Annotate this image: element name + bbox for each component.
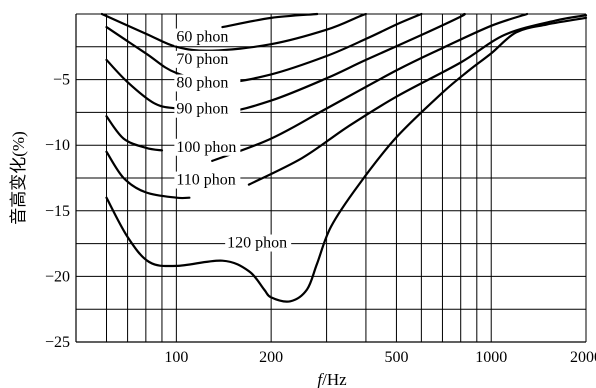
x-tick-label: 200 bbox=[259, 349, 283, 366]
curve-label-bg bbox=[174, 100, 241, 118]
y-tick-label: −25 bbox=[45, 334, 70, 351]
curve-label-120-phon: 120 phon bbox=[227, 235, 287, 252]
curve-100-phon bbox=[105, 115, 164, 152]
curve-110-phon-tail bbox=[247, 14, 588, 186]
y-tick-label: −10 bbox=[45, 137, 70, 154]
curve-100-phon-tail bbox=[211, 12, 529, 162]
curve-label-bg bbox=[174, 74, 241, 92]
curve-label-bg bbox=[174, 171, 241, 189]
y-tick-label: −20 bbox=[45, 268, 70, 285]
curve-label-bg bbox=[174, 138, 241, 156]
curve-label-60-phon: 60 phon bbox=[176, 29, 228, 46]
curve-label-110-phon: 110 phon bbox=[176, 172, 235, 189]
y-tick-label: −5 bbox=[53, 72, 70, 89]
x-tick-label: 100 bbox=[164, 349, 188, 366]
x-tick-label: 500 bbox=[384, 349, 408, 366]
tick-labels: 100 200 500 1000 2000 −5 −10 −15 −20 −25 bbox=[45, 72, 596, 366]
curve-70-phon bbox=[100, 12, 367, 52]
curves bbox=[100, 12, 588, 303]
curve-label-90-phon: 90 phon bbox=[176, 101, 228, 118]
grid bbox=[75, 13, 587, 343]
x-axis-symbol: f bbox=[317, 370, 324, 388]
x-axis-unit: /Hz bbox=[322, 370, 347, 388]
y-tick-label: −15 bbox=[45, 203, 70, 220]
curve-label-70-phon: 70 phon bbox=[176, 51, 228, 68]
curve-label-bg bbox=[174, 50, 241, 68]
curve-label-bg bbox=[174, 28, 241, 46]
curve-label-100-phon: 100 phon bbox=[176, 139, 236, 156]
curve-80-phon bbox=[105, 12, 423, 84]
x-tick-label: 2000 bbox=[570, 349, 596, 366]
y-axis-title: 音高变化(%) bbox=[9, 131, 28, 224]
axes bbox=[75, 14, 586, 343]
curve-90-phon bbox=[105, 12, 466, 114]
curve-110-phon bbox=[105, 150, 191, 200]
curve-60-phon bbox=[221, 12, 319, 29]
x-axis-title: f/Hz bbox=[317, 370, 347, 388]
curve-label-bg bbox=[225, 234, 292, 252]
curve-labels: 60 phon 70 phon 80 phon 90 phon 100 phon 110 … bbox=[174, 28, 292, 252]
x-tick-label: 1000 bbox=[475, 349, 507, 366]
curve-120-phon bbox=[105, 16, 588, 303]
curve-label-80-phon: 80 phon bbox=[176, 74, 228, 91]
